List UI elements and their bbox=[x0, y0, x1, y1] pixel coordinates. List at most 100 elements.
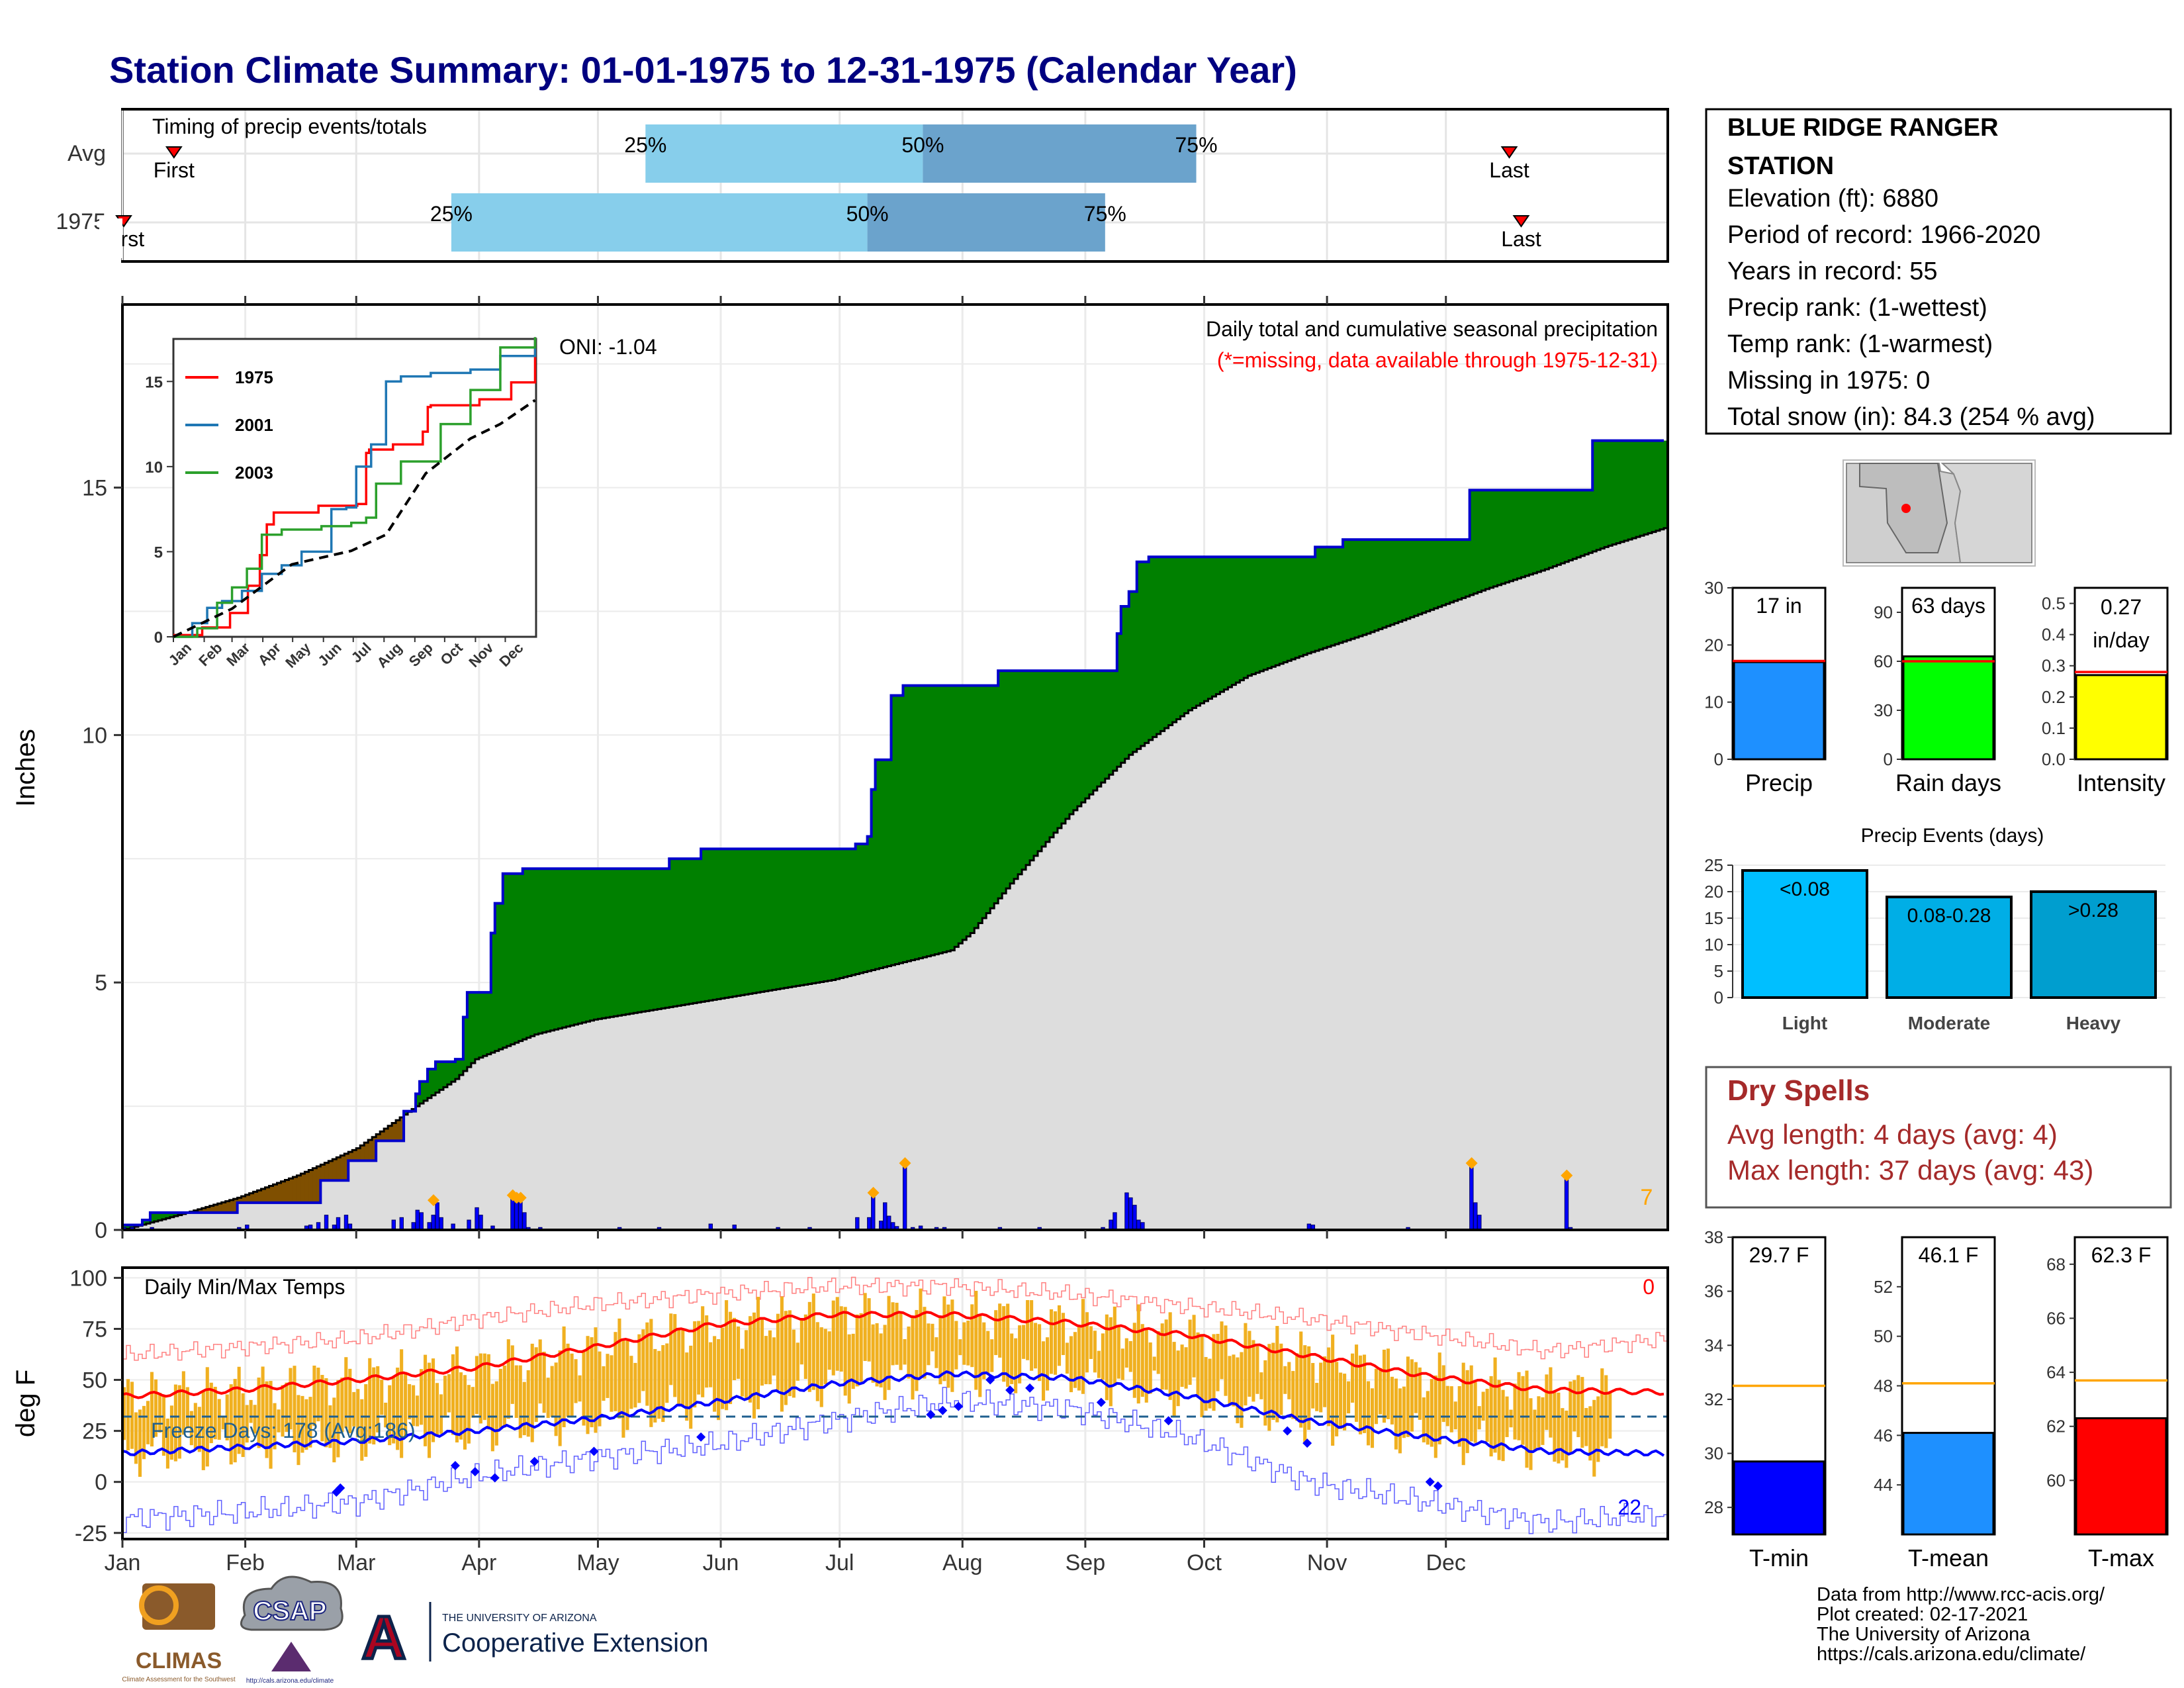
temp-daily-bar bbox=[1323, 1356, 1327, 1407]
precip-surplus-area bbox=[950, 685, 955, 951]
temp-daily-bar bbox=[1557, 1392, 1561, 1464]
temp-summary-bar bbox=[1733, 1460, 1825, 1536]
temp-summary-y-tick-label: 62 bbox=[2046, 1417, 2066, 1436]
temp-daily-bar bbox=[368, 1358, 372, 1444]
temp-daily-bar bbox=[1521, 1376, 1525, 1445]
temp-daily-bar bbox=[432, 1358, 435, 1442]
precip-surplus-area bbox=[1244, 557, 1248, 679]
precip-surplus-area bbox=[142, 1220, 147, 1225]
temp-daily-bar bbox=[923, 1307, 927, 1379]
precip-daily-bar bbox=[514, 1202, 519, 1231]
events-bar bbox=[2030, 890, 2157, 999]
precip-surplus-area bbox=[1600, 440, 1605, 549]
precip-surplus-area bbox=[661, 868, 666, 1009]
temp-y-axis: -25 0 25 50 75 100 bbox=[69, 1266, 122, 1546]
temp-daily-bar bbox=[209, 1382, 213, 1444]
precip-surplus-area bbox=[780, 849, 785, 989]
temp-daily-bar bbox=[689, 1345, 693, 1429]
temp-daily-bar bbox=[1275, 1326, 1279, 1423]
precip-surplus-area bbox=[502, 873, 508, 1048]
station-years: Years in record: 55 bbox=[1727, 258, 1938, 285]
temp-summary-category-label: T-mean bbox=[1908, 1544, 1989, 1571]
temp-daily-bar bbox=[1441, 1365, 1445, 1423]
precip-surplus-area bbox=[1588, 490, 1593, 553]
precip-surplus-area bbox=[574, 868, 579, 1025]
precip-surplus-area bbox=[851, 849, 856, 975]
precip-surplus-area bbox=[490, 933, 496, 1053]
precip-deficit-area bbox=[293, 1177, 298, 1203]
temp-daily-bar bbox=[245, 1405, 249, 1443]
temp-x-tick-label: Dec bbox=[1426, 1550, 1465, 1575]
logos: CLIMAS Climate Assessment for the Southw… bbox=[122, 1575, 708, 1685]
temp-daily-bar bbox=[1271, 1342, 1275, 1421]
precip-surplus-area bbox=[1422, 539, 1427, 613]
temp-daily-bar bbox=[364, 1384, 368, 1457]
temp-daily-bar bbox=[942, 1296, 946, 1382]
precip-surplus-area bbox=[1323, 547, 1328, 649]
precip-surplus-area bbox=[1212, 557, 1217, 697]
temp-daily-bar bbox=[1331, 1335, 1335, 1446]
temp-daily-bar bbox=[1101, 1333, 1105, 1380]
timing-panel: Timing of precip events/totals Avg 1975 … bbox=[56, 108, 1669, 263]
precip-surplus-area bbox=[641, 868, 646, 1012]
precip-surplus-area bbox=[1557, 490, 1561, 565]
temp-summary-bars: 28 30 32 34 36 38 29.7 F T-min 44 46 48 50 52 46.1 F T… bbox=[1704, 1227, 2169, 1571]
temp-daily-bar bbox=[1355, 1344, 1359, 1422]
precip-surplus-area bbox=[475, 992, 480, 1060]
precip-surplus-area bbox=[1343, 539, 1347, 642]
precip-deficit-area bbox=[304, 1172, 309, 1203]
temp-daily-bar bbox=[404, 1372, 408, 1438]
temp-daily-bar bbox=[1303, 1345, 1307, 1443]
precip-surplus-area bbox=[998, 671, 1003, 899]
temp-daily-bar bbox=[621, 1338, 625, 1438]
precip-surplus-area bbox=[843, 849, 848, 977]
temp-daily-bar bbox=[1453, 1401, 1457, 1430]
precip-surplus-area bbox=[803, 849, 809, 985]
temp-daily-bar bbox=[733, 1317, 737, 1380]
temp-daily-bar bbox=[126, 1379, 130, 1451]
events-category-label: Heavy bbox=[2066, 1013, 2121, 1033]
precip-surplus-area bbox=[871, 789, 876, 970]
precip-surplus-area bbox=[1469, 490, 1475, 595]
precip-surplus-area bbox=[602, 868, 607, 1019]
temp-record-low-marker bbox=[1283, 1426, 1293, 1436]
station-name-line: BLUE RIDGE RANGER bbox=[1727, 114, 1999, 142]
precip-y-tick-label: 15 bbox=[82, 476, 107, 501]
precip-surplus-area bbox=[424, 1081, 428, 1101]
precip-daily-bar bbox=[902, 1165, 907, 1231]
precip-surplus-area bbox=[158, 1212, 163, 1221]
precip-deficit-area bbox=[320, 1164, 325, 1181]
precip-surplus-area bbox=[891, 695, 896, 966]
precip-surplus-area bbox=[1473, 490, 1479, 594]
temp-x-axis: Jan Feb Mar Apr May Jun Jul Aug Sep Oct Nov Dec bbox=[105, 1539, 1466, 1575]
precip-surplus-area bbox=[966, 685, 971, 937]
events-bar bbox=[1886, 896, 2013, 999]
temp-daily-bar bbox=[1509, 1409, 1513, 1428]
precip-surplus-area bbox=[1042, 671, 1046, 847]
precip-surplus-area bbox=[1505, 490, 1510, 583]
temp-daily-bar bbox=[649, 1319, 653, 1427]
timing-legend: Timing of precip events/totals bbox=[152, 115, 427, 138]
precip-surplus-area bbox=[752, 849, 757, 994]
precip-deficit-area bbox=[388, 1125, 392, 1141]
temp-daily-bar bbox=[681, 1330, 685, 1405]
precip-deficit-area bbox=[344, 1153, 349, 1181]
temp-daily-bar bbox=[815, 1322, 819, 1401]
temp-daily-bar bbox=[1057, 1305, 1062, 1366]
temp-daily-bar bbox=[510, 1345, 514, 1404]
temp-daily-bar bbox=[566, 1343, 570, 1417]
precip-deficit-area bbox=[400, 1117, 404, 1141]
temp-daily-bar bbox=[546, 1378, 550, 1419]
precip-daily-bar bbox=[478, 1215, 483, 1231]
precip-surplus-area bbox=[673, 859, 678, 1007]
precip-surplus-area bbox=[439, 1061, 444, 1090]
precip-surplus-area bbox=[459, 1059, 464, 1076]
precip-surplus-area bbox=[875, 759, 880, 970]
precip-daily-bar bbox=[1473, 1202, 1478, 1231]
precip-surplus-area bbox=[1315, 547, 1320, 651]
precip-deficit-area bbox=[289, 1178, 294, 1203]
precip-surplus-area bbox=[1101, 671, 1106, 783]
temp-daily-bar bbox=[796, 1342, 799, 1381]
precip-surplus-area bbox=[404, 1111, 408, 1115]
precip-surplus-area bbox=[1271, 557, 1276, 667]
